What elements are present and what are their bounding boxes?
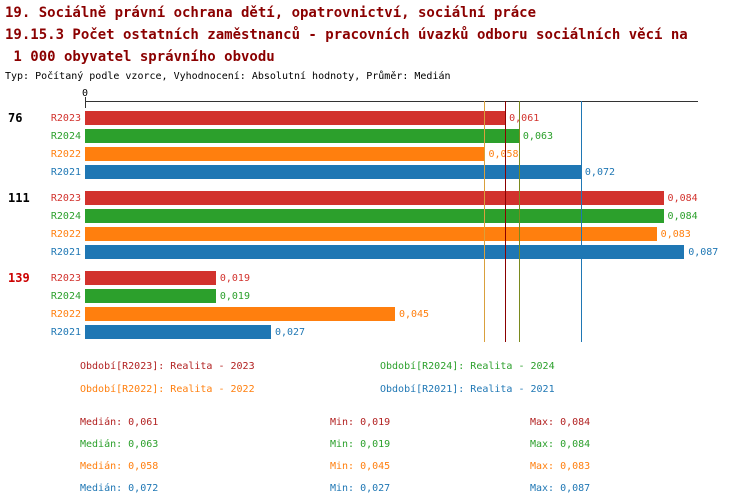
bar-row: R2022 0,045 bbox=[0, 307, 750, 321]
legend-item: Období[R2023]: Realita - 2023 bbox=[80, 361, 255, 372]
chart-title-line2: 19.15.3 Počet ostatních zaměstnanců - pr… bbox=[5, 27, 688, 43]
bar-value: 0,061 bbox=[509, 113, 540, 124]
stat-median: Medián: 0,058 bbox=[80, 461, 159, 472]
bar-value: 0,045 bbox=[398, 309, 430, 320]
chart-subtitle: Typ: Počítaný podle vzorce, Vyhodnocení:… bbox=[5, 71, 451, 82]
bar-R2021 bbox=[85, 165, 581, 179]
series-label: R2023 bbox=[50, 193, 81, 204]
bar-row: R2022 0,083 bbox=[0, 227, 750, 241]
bar-R2022 bbox=[85, 227, 657, 241]
series-label: R2024 bbox=[50, 131, 81, 142]
series-label: R2022 bbox=[50, 229, 81, 240]
bar-R2024 bbox=[85, 289, 216, 303]
axis-origin-tick bbox=[85, 97, 86, 108]
series-label: R2022 bbox=[50, 149, 81, 160]
bar-value: 0,019 bbox=[219, 291, 250, 302]
bar-R2022 bbox=[85, 147, 485, 161]
stat-median: Medián: 0,072 bbox=[80, 483, 159, 494]
bar-R2021 bbox=[85, 245, 685, 259]
series-label: R2021 bbox=[50, 247, 81, 258]
group-label: 111 bbox=[8, 191, 30, 205]
bar-value: 0,084 bbox=[667, 211, 698, 222]
bar-value: 0,019 bbox=[219, 273, 250, 284]
median-line-R2021 bbox=[580, 101, 582, 342]
stats: Medián: 0,061 Min: 0,019 Max: 0,084 Medián:… bbox=[0, 416, 750, 498]
legend-item: Období[R2022]: Realita - 2022 bbox=[80, 384, 255, 395]
bar-R2023 bbox=[85, 271, 216, 285]
stat-median: Medián: 0,061 bbox=[80, 417, 159, 428]
series-label: R2021 bbox=[50, 167, 81, 178]
stat-max: Max: 0,083 bbox=[530, 461, 591, 472]
bar-R2023 bbox=[85, 191, 664, 205]
stat-min: Min: 0,019 bbox=[330, 439, 391, 450]
series-label: R2024 bbox=[50, 291, 81, 302]
chart-title-line3: 1 000 obyvatel správního obvodu bbox=[5, 49, 275, 65]
stat-max: Max: 0,087 bbox=[530, 483, 591, 494]
group-label: 139 bbox=[8, 271, 30, 285]
chart-title-block: 19. Sociálně právní ochrana dětí, opatro… bbox=[5, 2, 688, 84]
bar-chart: 0 76 R2023 0,061 R2024 0,063 R2022 0,058 R2021 0… bbox=[0, 88, 750, 354]
bar-R2023 bbox=[85, 111, 506, 125]
bar-R2024 bbox=[85, 129, 519, 143]
series-label: R2023 bbox=[50, 273, 81, 284]
bar-R2021 bbox=[85, 325, 271, 339]
bar-row: R2024 0,019 bbox=[0, 289, 750, 303]
bar-value: 0,087 bbox=[688, 247, 719, 258]
bar-value: 0,084 bbox=[667, 193, 698, 204]
stat-max: Max: 0,084 bbox=[530, 417, 591, 428]
stat-min: Min: 0,019 bbox=[330, 417, 391, 428]
bar-value: 0,027 bbox=[274, 327, 306, 338]
median-line-R2024 bbox=[518, 101, 520, 342]
series-label: R2021 bbox=[50, 327, 81, 338]
stat-max: Max: 0,084 bbox=[530, 439, 591, 450]
stat-min: Min: 0,045 bbox=[330, 461, 391, 472]
group-label: 76 bbox=[8, 111, 23, 125]
bar-row: R2021 0,027 bbox=[0, 325, 750, 339]
chart-title-line1: 19. Sociálně právní ochrana dětí, opatro… bbox=[5, 5, 537, 21]
bar-R2024 bbox=[85, 209, 664, 223]
bar-row: R2021 0,072 bbox=[0, 165, 750, 179]
axis-origin-label: 0 bbox=[81, 88, 89, 99]
stat-median: Medián: 0,063 bbox=[80, 439, 159, 450]
axis-top-line bbox=[85, 101, 698, 102]
bar-row: 139 R2023 0,019 bbox=[0, 271, 750, 285]
bar-value: 0,058 bbox=[488, 149, 519, 160]
legend-item: Období[R2024]: Realita - 2024 bbox=[380, 361, 555, 372]
bar-R2022 bbox=[85, 307, 395, 321]
bar-value: 0,063 bbox=[522, 131, 554, 142]
median-line-R2023 bbox=[505, 101, 507, 342]
bar-row: R2024 0,084 bbox=[0, 209, 750, 223]
median-line-R2022 bbox=[484, 101, 486, 342]
bar-row: R2022 0,058 bbox=[0, 147, 750, 161]
stat-min: Min: 0,027 bbox=[330, 483, 391, 494]
bar-value: 0,083 bbox=[660, 229, 691, 240]
series-label: R2023 bbox=[50, 113, 81, 124]
series-label: R2024 bbox=[50, 211, 81, 222]
bar-row: 111 R2023 0,084 bbox=[0, 191, 750, 205]
legend-item: Období[R2021]: Realita - 2021 bbox=[380, 384, 555, 395]
legend: Období[R2023]: Realita - 2023 Období[R202… bbox=[0, 360, 750, 406]
bar-value: 0,072 bbox=[584, 167, 616, 178]
bar-row: R2024 0,063 bbox=[0, 129, 750, 143]
bar-row: 76 R2023 0,061 bbox=[0, 111, 750, 125]
series-label: R2022 bbox=[50, 309, 81, 320]
bar-row: R2021 0,087 bbox=[0, 245, 750, 259]
